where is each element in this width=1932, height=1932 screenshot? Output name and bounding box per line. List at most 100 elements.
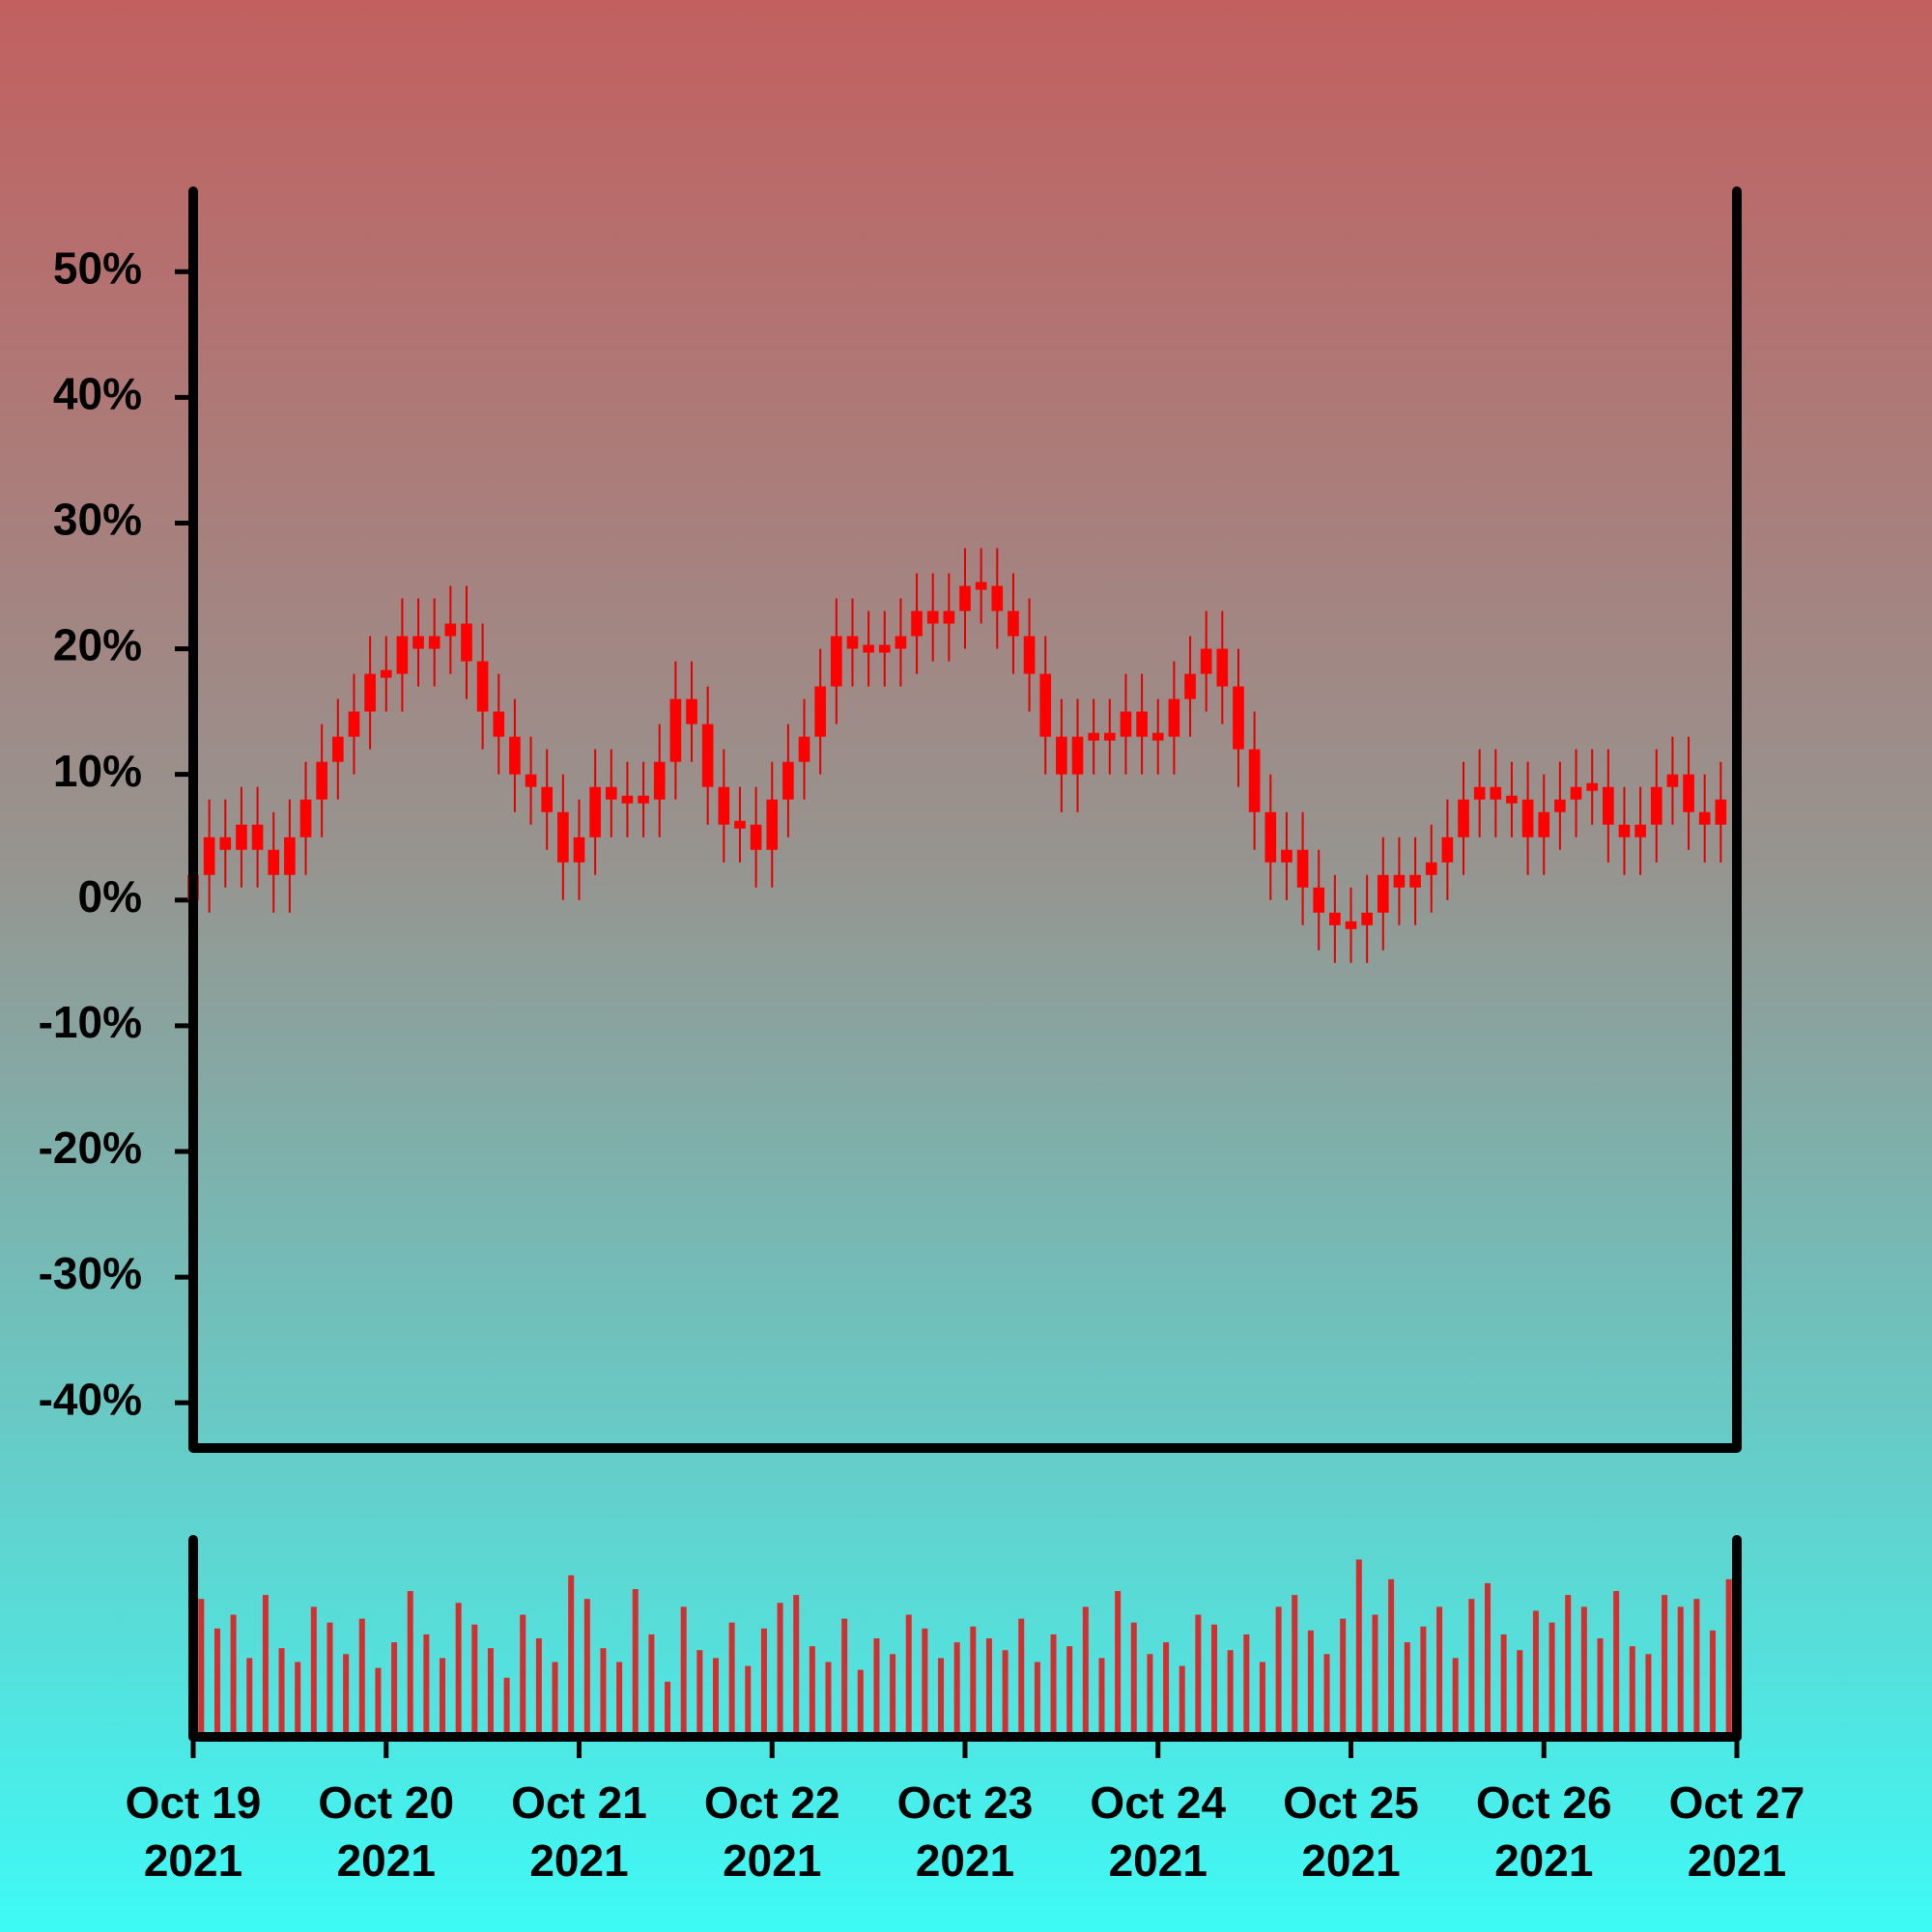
x-tick-label: Oct 19 2021	[125, 1777, 262, 1886]
candle-body	[1056, 736, 1067, 775]
candle-body	[219, 837, 232, 850]
volume-bar	[841, 1618, 848, 1737]
volume-bar	[407, 1591, 413, 1737]
candle-body	[991, 585, 1004, 611]
volume-bar	[1597, 1638, 1604, 1737]
candle-body	[1361, 912, 1373, 925]
candle-body	[669, 698, 682, 762]
candle-body	[1313, 887, 1325, 913]
volume-bar	[1725, 1578, 1732, 1737]
candle-body	[782, 761, 794, 800]
candle-body	[686, 698, 697, 724]
candle-body	[1650, 786, 1662, 825]
volume-bar	[632, 1589, 639, 1737]
volume-bar	[938, 1658, 945, 1737]
candle-body	[1120, 711, 1132, 737]
volume-bar	[230, 1614, 237, 1737]
candle-body	[1393, 874, 1406, 888]
volume-bar	[471, 1624, 478, 1737]
volume-bar	[1548, 1622, 1555, 1737]
volume-bar	[745, 1665, 752, 1737]
volume-bar	[1693, 1599, 1700, 1737]
volume-bar	[809, 1646, 815, 1737]
volume-bar	[455, 1603, 462, 1737]
candle-body	[701, 724, 714, 787]
volume-bar	[552, 1662, 558, 1737]
volume-bar	[616, 1662, 623, 1737]
candle-body	[1039, 673, 1052, 737]
y-tick-label: -10%	[39, 997, 142, 1047]
candle-body	[1473, 786, 1486, 800]
candle-body	[926, 611, 939, 624]
y-tick-label: 0%	[78, 871, 142, 922]
volume-bar	[1452, 1658, 1459, 1737]
candle-body	[364, 673, 376, 712]
volume-bar	[1580, 1606, 1587, 1737]
volume-bar	[1500, 1634, 1507, 1737]
volume-bar	[1710, 1630, 1717, 1737]
candle-body	[863, 644, 874, 653]
candle-body	[959, 585, 971, 611]
volume-bar	[198, 1599, 205, 1737]
volume-bar	[1227, 1650, 1234, 1737]
volume-bar	[583, 1599, 590, 1737]
volume-bar	[343, 1654, 350, 1737]
candle-body	[975, 582, 987, 590]
volume-bar	[358, 1618, 365, 1737]
candle-body	[1570, 786, 1582, 800]
volume-bar	[600, 1648, 607, 1737]
candle-body	[331, 736, 344, 762]
volume-bar	[728, 1622, 735, 1737]
volume-bar	[1130, 1622, 1137, 1737]
volume-bar	[1517, 1650, 1523, 1737]
volume-bar	[890, 1654, 896, 1737]
y-tick-label: 40%	[53, 369, 142, 419]
volume-bar	[760, 1628, 767, 1737]
candle-body	[203, 837, 215, 875]
volume-bar	[1420, 1626, 1427, 1737]
volume-bar	[825, 1662, 832, 1737]
volume-bar	[1243, 1634, 1250, 1737]
volume-bar	[327, 1622, 333, 1737]
volume-bar	[1645, 1654, 1652, 1737]
candle-body	[509, 736, 521, 775]
candle-body	[476, 661, 489, 712]
volume-bar	[696, 1650, 703, 1737]
candle-body	[1715, 799, 1727, 825]
candle-body	[1023, 636, 1036, 674]
candle-body	[412, 636, 424, 649]
x-tick-label: Oct 26 2021	[1475, 1777, 1612, 1886]
volume-bar	[970, 1626, 977, 1737]
volume-bar	[1307, 1630, 1314, 1737]
volume-bar	[1066, 1646, 1073, 1737]
volume-bar	[985, 1638, 992, 1737]
volume-bar	[1195, 1614, 1202, 1737]
volume-bar	[1292, 1595, 1298, 1737]
candle-body	[1586, 782, 1599, 791]
candle-body	[718, 786, 730, 825]
volume-bar	[1629, 1646, 1635, 1737]
volume-bar	[310, 1606, 317, 1737]
volume-bar	[1211, 1624, 1218, 1737]
candle-body	[1490, 786, 1502, 800]
candle-body	[1521, 799, 1534, 838]
candle-body	[846, 636, 859, 649]
volume-bar	[648, 1634, 655, 1737]
candle-body	[1666, 774, 1679, 787]
x-tick-label: Oct 25 2021	[1283, 1777, 1419, 1886]
candle-body	[1168, 698, 1180, 737]
axis-frame	[188, 186, 1742, 1453]
candle-body	[638, 795, 649, 804]
volume-bar	[295, 1662, 301, 1737]
candle-body	[251, 824, 264, 850]
volume-bar	[262, 1595, 269, 1737]
volume-bar	[953, 1642, 960, 1737]
volume-bar	[278, 1648, 285, 1737]
volume-bar	[1147, 1654, 1153, 1737]
volume-bar	[375, 1667, 382, 1737]
candle-body	[268, 849, 280, 875]
candle-body	[493, 711, 505, 737]
candle-body	[1538, 811, 1550, 838]
volume-bar	[1340, 1618, 1347, 1737]
